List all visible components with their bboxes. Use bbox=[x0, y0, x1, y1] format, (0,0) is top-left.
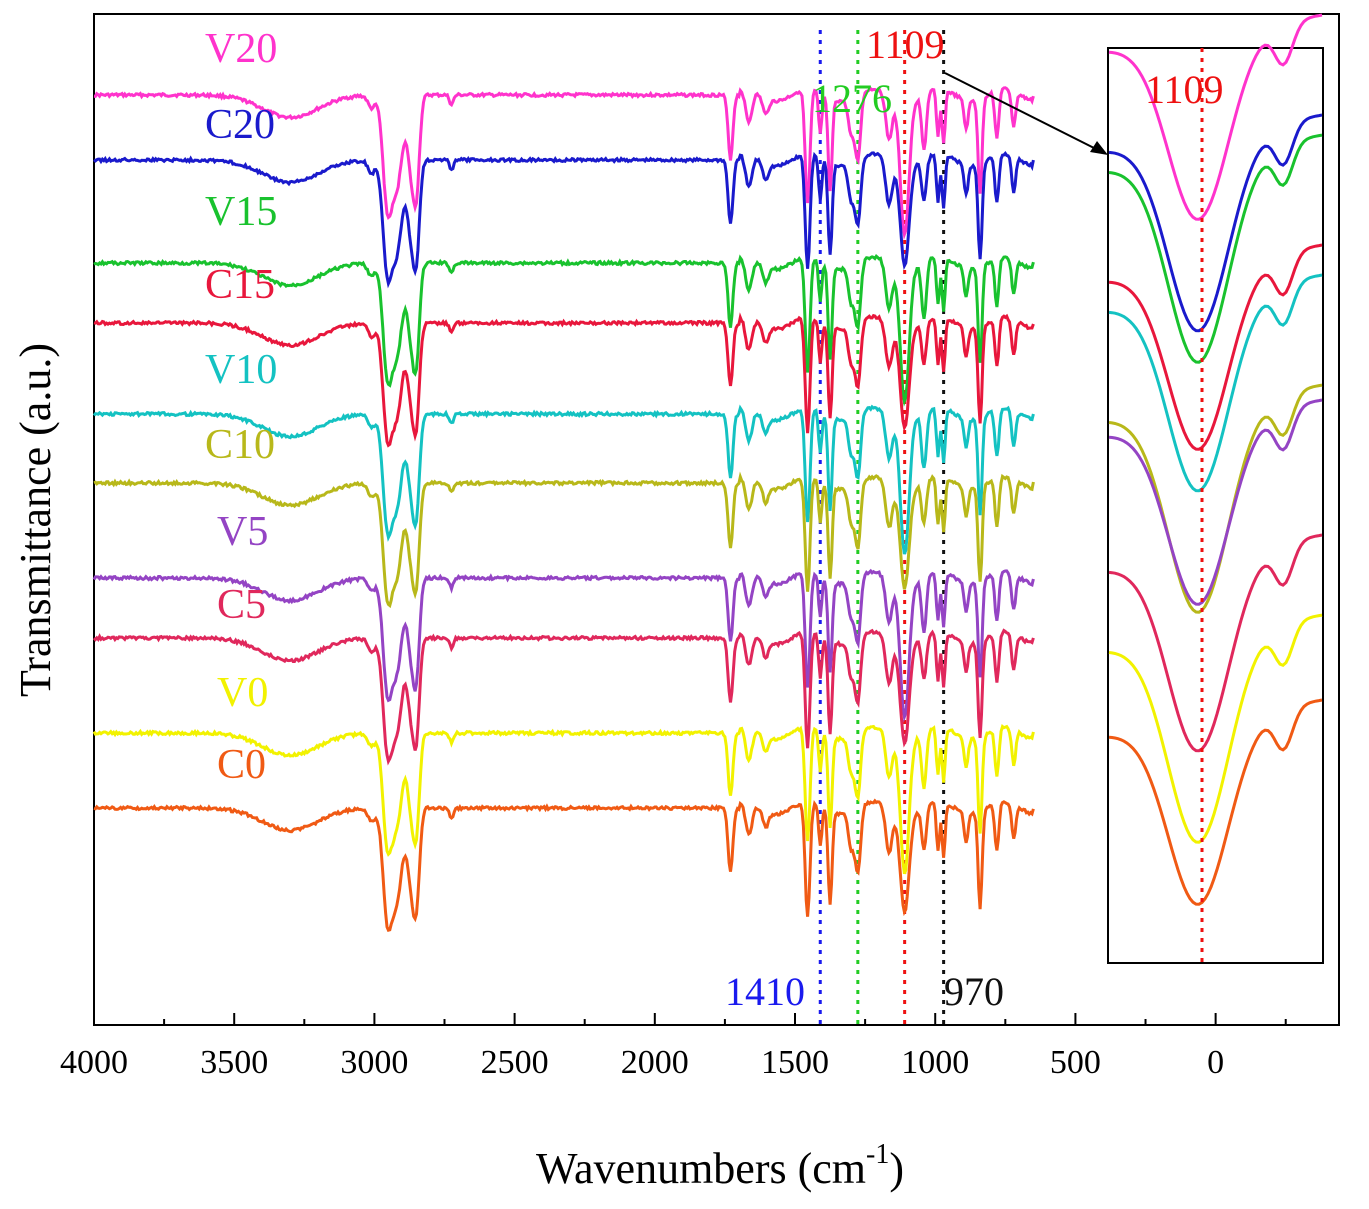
inset-series-line-v20 bbox=[1108, 13, 1323, 221]
series-line-c0 bbox=[93, 798, 1035, 933]
x-tick-label: 4000 bbox=[60, 1044, 128, 1081]
inset-series-line-v0 bbox=[1108, 613, 1323, 844]
reference-labels: 1410 1276 1109 970 bbox=[725, 22, 1004, 1014]
series-line-v0 bbox=[92, 724, 1035, 875]
series-label-v10: V10 bbox=[205, 347, 277, 393]
series-label-c20: C20 bbox=[205, 102, 275, 148]
x-axis-title: Wavenumbers (cm-1) bbox=[536, 1139, 904, 1193]
x-axis: 4000 3500 3000 2500 2000 1500 1000 500 0 bbox=[60, 1013, 1287, 1081]
series-line-v5 bbox=[92, 568, 1035, 723]
inset-series-line-v15 bbox=[1108, 133, 1323, 364]
series-label-v15: V15 bbox=[205, 189, 277, 235]
inset-series bbox=[1108, 13, 1323, 906]
series-label-c15: C15 bbox=[205, 262, 275, 308]
zoom-inset: 1109 bbox=[1107, 13, 1324, 964]
x-tick-label: 1000 bbox=[901, 1044, 969, 1081]
series-label-v20: V20 bbox=[205, 26, 277, 72]
series-labels: V20 C20 V15 C15 V10 C10 V5 C5 V0 C0 bbox=[205, 26, 277, 788]
series-line-c10 bbox=[93, 471, 1035, 609]
series-line-c20 bbox=[93, 150, 1035, 289]
spectra-series bbox=[92, 85, 1035, 933]
reference-label-1410: 1410 bbox=[725, 969, 805, 1014]
series-line-v20 bbox=[93, 85, 1035, 241]
plot-frame bbox=[93, 13, 1340, 1026]
callout-arrow bbox=[944, 72, 1108, 155]
reference-label-1109: 1109 bbox=[866, 22, 945, 67]
series-label-v5: V5 bbox=[217, 509, 268, 555]
x-tick-label: 3000 bbox=[340, 1044, 408, 1081]
inset-series-line-v10 bbox=[1108, 273, 1323, 493]
reference-label-1276: 1276 bbox=[812, 76, 892, 121]
x-tick-label: 3500 bbox=[200, 1044, 268, 1081]
inset-series-line-c15 bbox=[1108, 243, 1323, 451]
series-label-c0: C0 bbox=[217, 742, 266, 788]
series-label-c5: C5 bbox=[217, 582, 266, 628]
x-tick-label: 2000 bbox=[621, 1044, 689, 1081]
series-line-c15 bbox=[93, 312, 1035, 448]
y-axis-title: Transmittance (a.u.) bbox=[11, 343, 60, 697]
reference-lines bbox=[818, 30, 946, 1025]
series-line-v10 bbox=[92, 404, 1035, 555]
inset-series-line-v5 bbox=[1108, 398, 1323, 606]
series-line-v15 bbox=[93, 254, 1035, 407]
series-line-c5 bbox=[92, 628, 1035, 766]
series-label-v0: V0 bbox=[217, 670, 268, 716]
reference-label-970: 970 bbox=[944, 969, 1004, 1014]
x-tick-label: 0 bbox=[1207, 1044, 1224, 1081]
x-tick-label: 500 bbox=[1050, 1044, 1101, 1081]
inset-series-line-c0 bbox=[1108, 698, 1323, 906]
inset-series-line-c20 bbox=[1108, 113, 1323, 333]
x-tick-label: 2500 bbox=[481, 1044, 549, 1081]
x-tick-label: 1500 bbox=[761, 1044, 829, 1081]
series-label-c10: C10 bbox=[205, 422, 275, 468]
inset-peak-label: 1109 bbox=[1145, 67, 1224, 112]
inset-series-line-c5 bbox=[1108, 533, 1323, 753]
